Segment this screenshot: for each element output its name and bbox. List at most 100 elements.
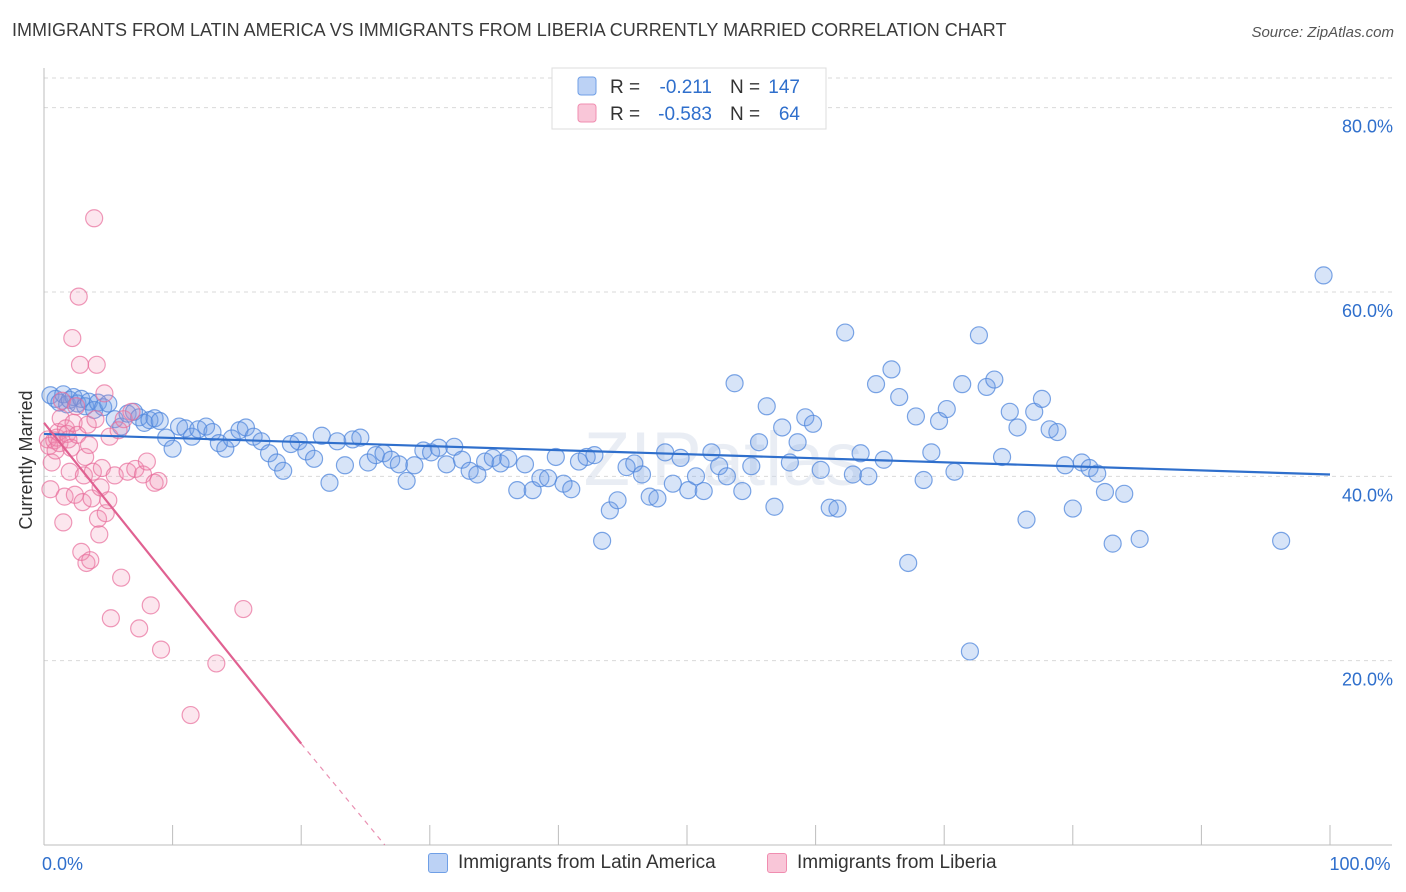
legend-box xyxy=(551,67,827,130)
chart-title: IMMIGRANTS FROM LATIN AMERICA VS IMMIGRA… xyxy=(12,20,1007,40)
legend-r-label: R = xyxy=(610,77,640,98)
point-latin-america xyxy=(1032,389,1052,409)
legend-item-liberia[interactable]: Immigrants from Liberia xyxy=(767,852,997,874)
point-liberia xyxy=(63,328,82,348)
point-latin-america xyxy=(985,370,1004,389)
data-points xyxy=(38,209,1333,725)
point-liberia xyxy=(95,384,114,403)
point-latin-america xyxy=(539,469,558,488)
point-latin-america xyxy=(717,467,736,486)
point-latin-america xyxy=(803,414,823,433)
point-latin-america xyxy=(397,471,416,491)
point-liberia xyxy=(109,421,128,440)
point-latin-america xyxy=(890,387,909,407)
point-liberia xyxy=(181,705,200,725)
point-latin-america xyxy=(820,498,839,517)
legend-r-value: -0.211 xyxy=(660,77,712,98)
point-latin-america xyxy=(632,465,652,484)
legend-swatch-liberia xyxy=(577,103,597,123)
trend-lines xyxy=(43,422,1331,846)
axes xyxy=(43,68,1392,846)
y-tick-label: 40.0% xyxy=(1342,485,1393,505)
legend-n-value: 64 xyxy=(779,104,801,125)
legend-n-label: N = xyxy=(730,104,760,125)
point-liberia xyxy=(86,410,105,429)
point-latin-america xyxy=(1008,418,1027,437)
point-liberia xyxy=(87,355,106,374)
point-liberia xyxy=(101,609,120,628)
point-latin-america xyxy=(320,473,339,492)
point-latin-america xyxy=(1130,529,1149,549)
point-latin-america xyxy=(694,481,713,501)
point-latin-america xyxy=(1095,482,1115,502)
point-liberia xyxy=(207,654,226,673)
point-latin-america xyxy=(969,326,989,345)
point-latin-america xyxy=(236,418,256,437)
legend-r-label: R = xyxy=(610,104,640,125)
point-latin-america xyxy=(851,444,870,463)
point-latin-america xyxy=(866,375,886,394)
point-latin-america xyxy=(515,455,535,474)
point-latin-america xyxy=(99,394,118,413)
point-latin-america xyxy=(765,497,784,516)
point-latin-america xyxy=(671,448,690,467)
point-liberia xyxy=(73,493,92,512)
point-liberia xyxy=(70,355,90,374)
point-latin-america xyxy=(1000,402,1019,421)
correlation-legend: R = -0.211 N = 147 R = -0.583 N = 64 xyxy=(551,67,827,130)
point-latin-america xyxy=(773,418,792,437)
point-liberia xyxy=(122,402,141,421)
source-label: Source: ZipAtlas.com xyxy=(1251,24,1394,41)
legend-item-latin-america[interactable]: Immigrants from Latin America xyxy=(428,852,716,874)
point-latin-america xyxy=(937,399,956,419)
point-latin-america xyxy=(828,499,847,518)
point-latin-america xyxy=(1017,510,1036,529)
point-latin-america xyxy=(585,446,604,465)
point-latin-america xyxy=(304,449,324,468)
point-latin-america xyxy=(648,489,667,508)
point-liberia xyxy=(69,287,88,306)
point-latin-america xyxy=(135,413,154,432)
point-latin-america xyxy=(1115,484,1134,503)
point-latin-america xyxy=(437,455,456,474)
point-latin-america xyxy=(358,453,378,472)
trend-line-liberia xyxy=(43,422,303,745)
point-liberia xyxy=(130,619,149,638)
point-latin-america xyxy=(953,375,972,394)
point-latin-america xyxy=(702,443,721,462)
point-liberia xyxy=(76,447,95,467)
point-latin-america xyxy=(405,456,424,475)
point-latin-america xyxy=(389,455,409,474)
y-tick-label: 80.0% xyxy=(1342,117,1393,137)
point-liberia xyxy=(85,209,104,228)
point-latin-america xyxy=(203,422,222,442)
point-latin-america xyxy=(788,433,807,452)
point-latin-america xyxy=(1103,534,1122,553)
grid-lines xyxy=(44,77,1392,662)
point-liberia xyxy=(79,435,99,455)
point-liberia xyxy=(60,462,79,481)
point-liberia xyxy=(137,452,156,471)
point-liberia xyxy=(54,513,73,532)
point-liberia xyxy=(42,453,61,472)
point-latin-america xyxy=(593,531,612,550)
point-latin-america xyxy=(914,470,933,490)
legend-r-value: -0.583 xyxy=(658,104,712,125)
point-latin-america xyxy=(1272,531,1291,550)
y-tick-label: 60.0% xyxy=(1342,301,1393,321)
point-latin-america xyxy=(922,443,941,462)
point-liberia xyxy=(67,397,86,416)
point-latin-america xyxy=(960,642,980,661)
point-liberia xyxy=(149,471,168,491)
point-liberia xyxy=(151,640,171,659)
point-latin-america xyxy=(811,460,830,479)
point-latin-america xyxy=(1314,266,1333,285)
point-latin-america xyxy=(679,481,698,500)
legend-swatch-latin-america xyxy=(428,853,448,873)
point-latin-america xyxy=(749,433,769,452)
point-latin-america xyxy=(906,407,926,426)
point-latin-america xyxy=(274,461,293,480)
point-latin-america xyxy=(562,480,581,499)
tick-labels: 20.0% 40.0% 60.0% 80.0% 0.0% 100.0% xyxy=(42,117,1393,874)
point-latin-america xyxy=(757,397,776,416)
